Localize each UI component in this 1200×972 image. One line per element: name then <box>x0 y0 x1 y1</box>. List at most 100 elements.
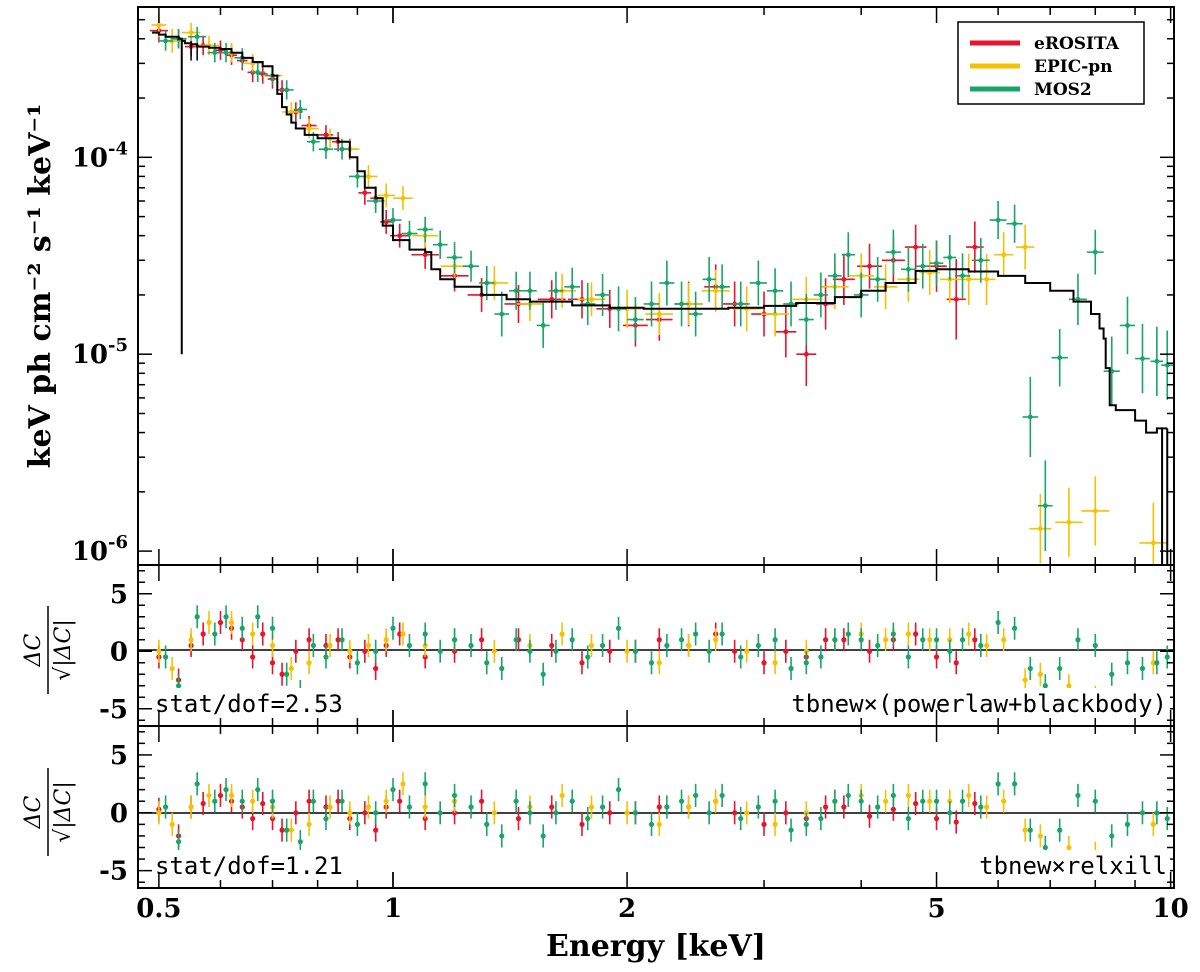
residual-point-epic-pn <box>1001 789 1007 813</box>
residual-point-erosita <box>549 795 555 819</box>
marker <box>972 244 978 250</box>
residual-point-mos2 <box>947 801 953 825</box>
residual-point-mos2 <box>706 801 712 825</box>
marker <box>335 798 341 804</box>
marker <box>549 642 555 649</box>
marker <box>841 804 847 810</box>
residual-point-mos2 <box>1139 801 1146 825</box>
residual-point-mos2 <box>1139 657 1146 680</box>
residual-point-erosita <box>515 807 522 831</box>
marker <box>803 660 809 666</box>
data-point-mos2 <box>627 297 644 342</box>
marker <box>553 810 559 816</box>
marker <box>883 637 889 643</box>
marker <box>255 69 261 75</box>
residual-point-erosita <box>279 662 285 686</box>
residual-point-epic-pn <box>984 795 990 819</box>
marker <box>156 22 162 28</box>
residual-point-mos2 <box>194 605 200 629</box>
marker <box>664 280 670 286</box>
residual-point-mos2 <box>390 616 396 640</box>
marker <box>599 642 606 649</box>
residual-point-mos2 <box>890 783 896 807</box>
marker <box>250 815 256 822</box>
y-tick-label: -5 <box>99 857 128 887</box>
residual-point-epic-pn <box>400 622 406 646</box>
marker <box>607 810 613 816</box>
legend-label-erosita: eROSITA <box>1034 34 1120 54</box>
marker <box>437 648 443 654</box>
marker <box>162 804 169 810</box>
residual-point-erosita <box>335 789 341 813</box>
data-point-mos2 <box>462 250 480 282</box>
residual-point-erosita <box>478 789 485 813</box>
marker <box>579 660 585 666</box>
marker <box>569 284 575 290</box>
marker <box>228 619 235 626</box>
residual-point-epic-pn <box>169 657 175 680</box>
marker <box>1001 637 1007 643</box>
marker <box>569 798 575 804</box>
marker <box>553 288 559 294</box>
residual-point-mos2 <box>648 812 655 836</box>
marker <box>686 642 692 649</box>
residual-point-mos2 <box>585 807 591 831</box>
marker <box>478 798 485 804</box>
marker <box>678 798 685 804</box>
marker <box>706 810 712 816</box>
residual-point-epic-pn <box>984 634 990 657</box>
residual-point-mos2 <box>484 651 490 675</box>
marker <box>761 660 767 666</box>
marker <box>390 625 396 631</box>
marker <box>832 273 838 279</box>
marker <box>905 631 911 637</box>
marker <box>284 671 290 677</box>
residual-point-erosita <box>217 783 224 807</box>
marker <box>175 683 182 689</box>
marker <box>890 249 896 255</box>
marker <box>822 804 829 810</box>
residual-point-mos2 <box>1164 807 1170 831</box>
marker <box>755 804 761 810</box>
marker <box>713 288 719 294</box>
marker <box>452 255 457 260</box>
residual-point-epic-pn <box>327 634 333 657</box>
data-point-mos2 <box>1069 273 1087 325</box>
data-point-mos2 <box>714 264 731 310</box>
residual-point-epic-pn <box>383 628 389 652</box>
residual-point-mos2 <box>648 651 655 675</box>
marker <box>499 833 505 839</box>
residual-point-mos2 <box>875 634 881 657</box>
data-point-mos2 <box>349 165 366 188</box>
residual-point-epic-pn <box>327 795 333 819</box>
marker <box>632 810 639 816</box>
marker <box>875 804 881 810</box>
marker <box>212 631 218 637</box>
residual-point-mos2 <box>354 812 361 836</box>
residual-point-mos2 <box>693 783 699 807</box>
marker <box>406 804 413 810</box>
marker <box>451 810 458 816</box>
marker <box>744 648 750 654</box>
marker <box>323 654 329 660</box>
y-tick-label: 0 <box>110 799 128 829</box>
marker <box>1140 356 1145 361</box>
residual-point-mos2 <box>1011 616 1018 640</box>
marker <box>1150 540 1156 546</box>
marker <box>761 821 767 827</box>
marker <box>905 266 911 272</box>
residual-point-mos2 <box>284 818 290 842</box>
residual-point-mos2 <box>451 783 458 807</box>
residual-point-mos2 <box>284 662 290 686</box>
data-point-mos2 <box>702 256 716 302</box>
marker <box>279 671 285 677</box>
residual-point-erosita <box>913 791 919 816</box>
residual-point-mos2 <box>845 622 851 646</box>
x-tick-label: 1 <box>384 894 402 924</box>
marker <box>772 288 778 294</box>
marker <box>527 648 533 654</box>
svg-text:ΔC: ΔC <box>21 795 46 829</box>
residual-point-epic-pn <box>347 801 353 825</box>
marker <box>978 642 984 649</box>
marker <box>679 301 684 307</box>
